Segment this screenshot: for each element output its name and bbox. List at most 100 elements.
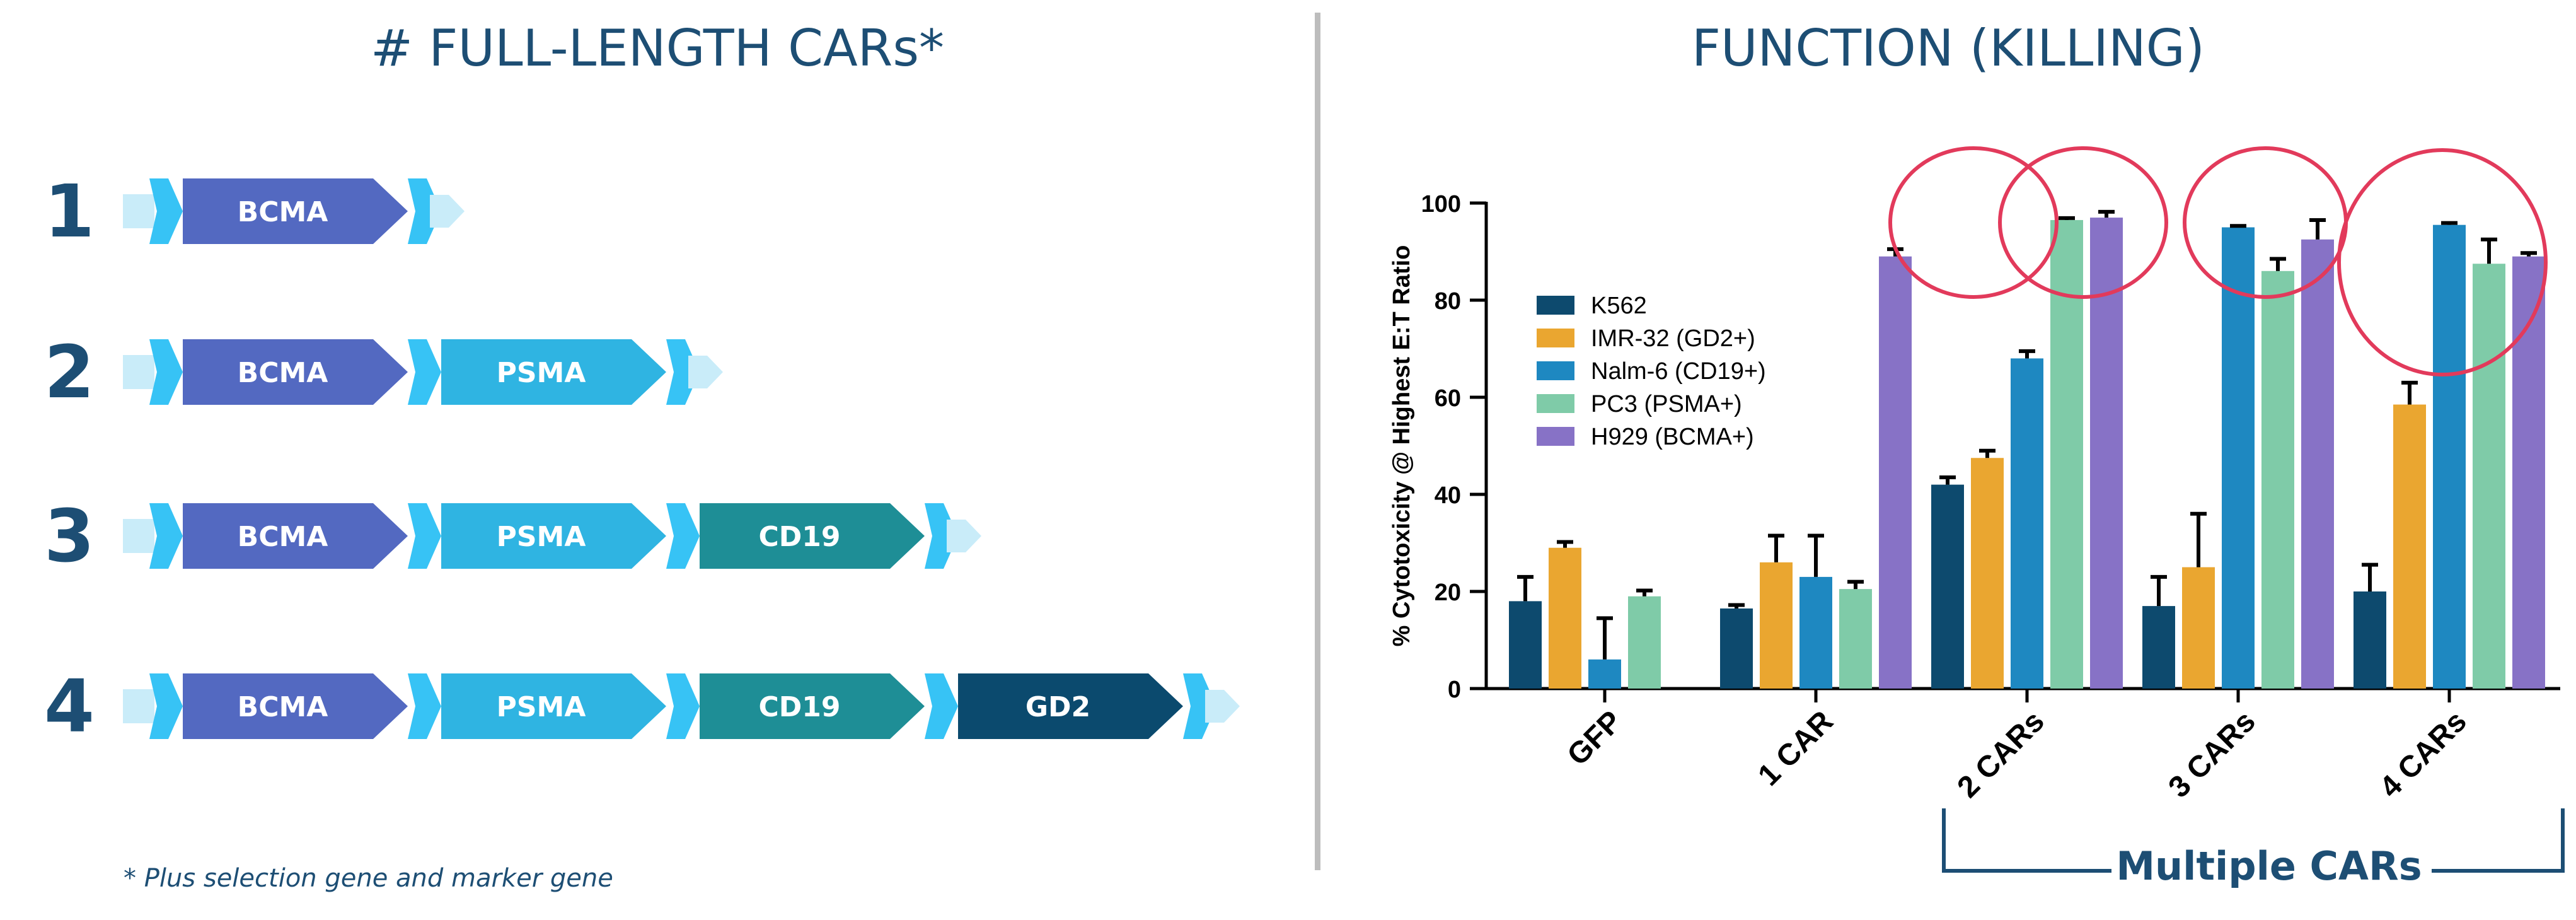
y-tick-label: 20 bbox=[1435, 579, 1461, 606]
x-tick-label: GFP bbox=[1561, 704, 1629, 772]
linker-segment bbox=[149, 339, 183, 405]
bar bbox=[1720, 608, 1753, 689]
bar bbox=[2261, 271, 2294, 689]
legend-label: PC3 (PSMA+) bbox=[1591, 391, 1742, 417]
legend-swatch bbox=[1537, 394, 1574, 413]
bar bbox=[2011, 358, 2043, 689]
multiple-cars-bracket: Multiple CARs bbox=[1942, 808, 2565, 889]
gene-arrow-bcma bbox=[183, 178, 408, 244]
x-tick-label: 2 CARs bbox=[1951, 704, 2051, 804]
x-tick-label: 4 CARs bbox=[2374, 704, 2473, 804]
bar bbox=[1760, 562, 1793, 689]
gene-arrow-bcma bbox=[183, 339, 408, 405]
left-panel-title: # FULL-LENGTH CARs* bbox=[370, 19, 945, 78]
panel-divider bbox=[1315, 13, 1320, 870]
linker-segment bbox=[408, 339, 441, 405]
linker-segment bbox=[408, 503, 441, 569]
legend-label: K562 bbox=[1591, 293, 1647, 319]
bar bbox=[1588, 659, 1621, 689]
gene-label: CD19 bbox=[758, 521, 840, 553]
gene-arrow-psma bbox=[441, 503, 666, 569]
gene-arrow-bcma bbox=[183, 503, 408, 569]
construct-tail bbox=[1205, 690, 1240, 723]
construct-row-4: 4 BCMA PSMA CD19 GD2 bbox=[44, 665, 1240, 749]
linker-segment bbox=[925, 673, 958, 739]
construct-tail bbox=[688, 356, 723, 388]
footnote: * Plus selection gene and marker gene bbox=[124, 864, 613, 893]
linker-segment bbox=[149, 673, 183, 739]
gene-label: BCMA bbox=[238, 521, 328, 553]
y-tick-label: 100 bbox=[1421, 191, 1461, 218]
bracket-left bbox=[1942, 808, 2111, 873]
highlight-circle bbox=[2337, 148, 2548, 376]
gene-label: BCMA bbox=[238, 357, 328, 389]
bar bbox=[1799, 576, 1832, 689]
construct-leader bbox=[123, 519, 154, 553]
legend-swatch bbox=[1537, 329, 1574, 347]
bar bbox=[2512, 256, 2545, 689]
gene-arrow-cd19 bbox=[700, 503, 925, 569]
linker-segment bbox=[666, 673, 700, 739]
bar bbox=[2433, 224, 2466, 689]
highlight-circle bbox=[1998, 146, 2168, 299]
construct-row-3: 3 BCMA PSMA CD19 bbox=[44, 494, 981, 579]
bar bbox=[1628, 596, 1661, 689]
gene-label: PSMA bbox=[497, 357, 586, 389]
bar bbox=[1509, 601, 1542, 689]
gene-label: PSMA bbox=[497, 691, 586, 723]
construct-number: 4 bbox=[44, 665, 95, 749]
bar-group bbox=[2142, 218, 2334, 689]
bar bbox=[2301, 239, 2334, 689]
bar-group bbox=[1720, 247, 1912, 689]
y-axis-label: % Cytotoxicity @ Highest E:T Ratio bbox=[1389, 245, 1415, 647]
construct-tail bbox=[947, 520, 981, 552]
bar bbox=[2182, 567, 2215, 689]
gene-label: GD2 bbox=[1025, 691, 1090, 723]
x-tick-label: 1 CAR bbox=[1752, 704, 1839, 792]
bar bbox=[2222, 227, 2255, 689]
y-tick-label: 40 bbox=[1435, 482, 1461, 509]
legend-label: H929 (BCMA+) bbox=[1591, 424, 1754, 450]
y-tick-label: 0 bbox=[1448, 677, 1461, 703]
gene-label: PSMA bbox=[497, 521, 586, 553]
bar bbox=[2142, 606, 2175, 689]
bar bbox=[2473, 264, 2505, 689]
gene-arrow-psma bbox=[441, 339, 666, 405]
gene-arrow-gd2 bbox=[958, 673, 1183, 739]
bar-group bbox=[2354, 221, 2545, 689]
gene-label: CD19 bbox=[758, 691, 840, 723]
bar-group bbox=[1931, 209, 2123, 689]
legend-label: Nalm-6 (CD19+) bbox=[1591, 358, 1766, 385]
chart-title: FUNCTION (KILLING) bbox=[1691, 19, 2205, 78]
bar bbox=[1971, 458, 2004, 689]
construct-leader bbox=[123, 355, 154, 389]
construct-number: 1 bbox=[44, 170, 95, 254]
legend-swatch bbox=[1537, 296, 1574, 315]
construct-number: 3 bbox=[44, 494, 95, 579]
bar bbox=[1931, 484, 1964, 689]
y-tick-label: 60 bbox=[1435, 385, 1461, 412]
gene-arrow-bcma bbox=[183, 673, 408, 739]
bracket-right bbox=[2432, 808, 2565, 873]
construct-leader bbox=[123, 689, 154, 723]
bar bbox=[2354, 591, 2386, 689]
bar bbox=[2050, 219, 2083, 689]
gene-label: BCMA bbox=[238, 691, 328, 723]
gene-arrow-cd19 bbox=[700, 673, 925, 739]
gene-arrow-psma bbox=[441, 673, 666, 739]
bar-chart: 0 20 40 60 80 100 % Cytotoxicity @ Highest E:T… bbox=[1389, 146, 2565, 889]
linker-segment bbox=[149, 503, 183, 569]
linker-segment bbox=[149, 178, 183, 244]
legend-swatch bbox=[1537, 427, 1574, 446]
construct-row-2: 2 BCMA PSMA bbox=[44, 330, 723, 415]
highlight-circle bbox=[1888, 146, 2059, 299]
legend-label: IMR-32 (GD2+) bbox=[1591, 325, 1755, 352]
bracket-label: Multiple CARs bbox=[2116, 843, 2422, 889]
construct-tail bbox=[430, 195, 465, 228]
bar bbox=[2393, 404, 2426, 689]
bar bbox=[1879, 256, 1912, 689]
y-tick-label: 80 bbox=[1435, 288, 1461, 315]
construct-leader bbox=[123, 194, 154, 228]
linker-segment bbox=[666, 503, 700, 569]
